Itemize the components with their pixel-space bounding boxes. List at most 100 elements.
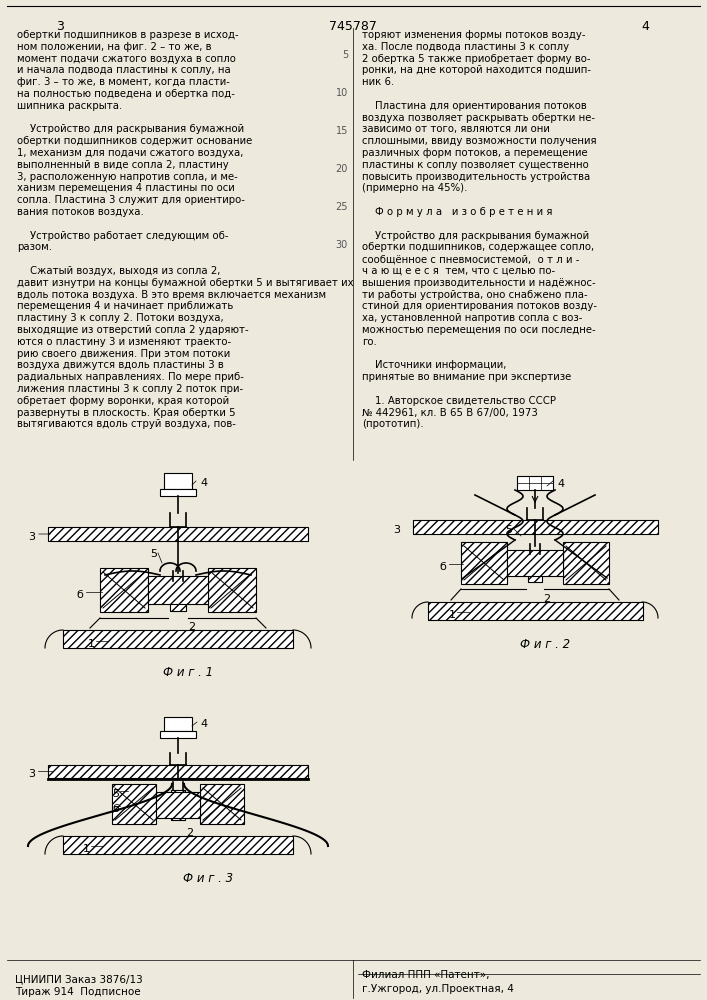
Text: Ф и г . 1: Ф и г . 1 — [163, 666, 213, 679]
Text: 1: 1 — [88, 639, 95, 649]
Bar — [63, 630, 293, 648]
Text: ном положении, на фиг. 2 – то же, в: ном положении, на фиг. 2 – то же, в — [17, 42, 211, 52]
Text: Ф и г . 3: Ф и г . 3 — [183, 872, 233, 885]
Text: вдоль потока воздуха. В это время включается механизм: вдоль потока воздуха. В это время включа… — [17, 290, 326, 300]
Text: 15: 15 — [336, 126, 348, 136]
Text: 1: 1 — [83, 844, 90, 854]
Text: 1. Авторское свидетельство СССР: 1. Авторское свидетельство СССР — [362, 396, 556, 406]
Text: ханизм перемещения 4 пластины по оси: ханизм перемещения 4 пластины по оси — [17, 183, 235, 193]
Text: 4: 4 — [557, 479, 564, 489]
Text: пластину 3 к соплу 2. Потоки воздуха,: пластину 3 к соплу 2. Потоки воздуха, — [17, 313, 223, 323]
Text: 5: 5 — [505, 525, 512, 535]
Text: 5: 5 — [112, 789, 119, 799]
Text: ти работы устройства, оно снабжено пла-: ти работы устройства, оно снабжено пла- — [362, 290, 588, 300]
Bar — [563, 542, 609, 584]
Bar — [63, 836, 293, 854]
Text: 2 обертка 5 также приобретает форму во-: 2 обертка 5 также приобретает форму во- — [362, 54, 590, 64]
Bar — [528, 554, 542, 582]
Text: (примерно на 45%).: (примерно на 45%). — [362, 183, 467, 193]
Text: ха, установленной напротив сопла с воз-: ха, установленной напротив сопла с воз- — [362, 313, 583, 323]
Text: обертки подшипников содержит основание: обертки подшипников содержит основание — [17, 136, 252, 146]
Text: Источники информации,: Источники информации, — [362, 360, 506, 370]
Text: 4: 4 — [200, 478, 207, 488]
Text: 5: 5 — [341, 50, 348, 60]
Bar — [171, 790, 185, 820]
Text: шипника раскрыта.: шипника раскрыта. — [17, 101, 122, 111]
Text: воздуха позволяет раскрывать обертки не-: воздуха позволяет раскрывать обертки не- — [362, 113, 595, 123]
Text: Пластина для ориентирования потоков: Пластина для ориентирования потоков — [362, 101, 587, 111]
Bar — [112, 784, 156, 824]
Text: б: б — [112, 804, 119, 814]
Text: 2: 2 — [543, 594, 550, 604]
Text: фиг. 3 – то же, в момент, когда пласти-: фиг. 3 – то же, в момент, когда пласти- — [17, 77, 230, 87]
Text: выполненный в виде сопла 2, пластину: выполненный в виде сопла 2, пластину — [17, 160, 229, 170]
Text: различных форм потоков, а перемещение: различных форм потоков, а перемещение — [362, 148, 588, 158]
Bar — [428, 602, 643, 620]
Bar — [164, 473, 192, 489]
Text: 25: 25 — [336, 202, 348, 212]
Text: б: б — [439, 562, 446, 572]
Bar — [48, 765, 308, 778]
Text: 10: 10 — [336, 88, 348, 98]
Text: Тираж 914  Подписное: Тираж 914 Подписное — [15, 987, 141, 997]
Text: 20: 20 — [336, 164, 348, 174]
Bar — [170, 581, 186, 611]
Text: момент подачи сжатого воздуха в сопло: момент подачи сжатого воздуха в сопло — [17, 54, 236, 64]
Text: вытягиваются вдоль струй воздуха, пов-: вытягиваются вдоль струй воздуха, пов- — [17, 419, 236, 429]
Text: Устройство для раскрывания бумажной: Устройство для раскрывания бумажной — [362, 231, 589, 241]
Text: обретает форму воронки, края которой: обретает форму воронки, края которой — [17, 396, 229, 406]
Text: рию своего движения. При этом потоки: рию своего движения. При этом потоки — [17, 349, 230, 359]
Bar — [100, 568, 148, 612]
Text: 4: 4 — [641, 20, 649, 33]
Text: обертки подшипников в разрезе в исход-: обертки подшипников в разрезе в исход- — [17, 30, 239, 40]
Text: радиальных направлениях. По мере приб-: радиальных направлениях. По мере приб- — [17, 372, 244, 382]
Text: ронки, на дне которой находится подшип-: ронки, на дне которой находится подшип- — [362, 65, 591, 75]
Text: (прототип).: (прототип). — [362, 419, 423, 429]
Text: вышения производительности и надёжнос-: вышения производительности и надёжнос- — [362, 278, 595, 288]
Text: 3: 3 — [28, 769, 35, 779]
Bar — [461, 542, 507, 584]
Bar — [517, 476, 553, 490]
Text: зависимо от того, являются ли они: зависимо от того, являются ли они — [362, 124, 550, 134]
Bar — [48, 527, 308, 541]
Text: 1: 1 — [449, 610, 456, 620]
Text: выходящие из отверстий сопла 2 ударяют-: выходящие из отверстий сопла 2 ударяют- — [17, 325, 249, 335]
Text: 745787: 745787 — [329, 20, 377, 33]
Text: повысить производительность устройства: повысить производительность устройства — [362, 172, 590, 182]
Text: разом.: разом. — [17, 242, 52, 252]
Text: развернуты в плоскость. Края обертки 5: развернуты в плоскость. Края обертки 5 — [17, 408, 235, 418]
Text: 5: 5 — [150, 549, 157, 559]
Text: № 442961, кл. В 65 В 67/00, 1973: № 442961, кл. В 65 В 67/00, 1973 — [362, 408, 538, 418]
Bar — [208, 568, 256, 612]
Text: 3: 3 — [393, 525, 400, 535]
Text: вания потоков воздуха.: вания потоков воздуха. — [17, 207, 144, 217]
Text: ются о пластину 3 и изменяют траекто-: ются о пластину 3 и изменяют траекто- — [17, 337, 231, 347]
Text: Ф о р м у л а   и з о б р е т е н и я: Ф о р м у л а и з о б р е т е н и я — [362, 207, 552, 217]
Bar — [164, 717, 192, 731]
Text: 2: 2 — [188, 622, 195, 632]
Text: ЦНИИПИ Заказ 3876/13: ЦНИИПИ Заказ 3876/13 — [15, 974, 143, 984]
Text: 1, механизм для подачи сжатого воздуха,: 1, механизм для подачи сжатого воздуха, — [17, 148, 243, 158]
Bar — [156, 792, 200, 818]
Bar — [200, 784, 244, 824]
Text: давит изнутри на концы бумажной обертки 5 и вытягивает их: давит изнутри на концы бумажной обертки … — [17, 278, 354, 288]
Text: ха. После подвода пластины 3 к соплу: ха. После подвода пластины 3 к соплу — [362, 42, 569, 52]
Bar — [413, 520, 658, 534]
Text: принятые во внимание при экспертизе: принятые во внимание при экспертизе — [362, 372, 571, 382]
Text: лижения пластины 3 к соплу 2 поток при-: лижения пластины 3 к соплу 2 поток при- — [17, 384, 243, 394]
Text: 3: 3 — [56, 20, 64, 33]
Text: ник 6.: ник 6. — [362, 77, 395, 87]
Text: обертки подшипников, содержащее сопло,: обертки подшипников, содержащее сопло, — [362, 242, 594, 252]
Bar — [160, 489, 196, 496]
Text: стиной для ориентирования потоков возду-: стиной для ориентирования потоков возду- — [362, 301, 597, 311]
Text: б: б — [76, 590, 83, 600]
Text: воздуха движутся вдоль пластины 3 в: воздуха движутся вдоль пластины 3 в — [17, 360, 223, 370]
Text: на полностью подведена и обертка под-: на полностью подведена и обертка под- — [17, 89, 235, 99]
Text: сообщённое с пневмосистемой,  о т л и -: сообщённое с пневмосистемой, о т л и - — [362, 254, 579, 264]
Text: Ф и г . 2: Ф и г . 2 — [520, 638, 570, 651]
Text: и начала подвода пластины к соплу, на: и начала подвода пластины к соплу, на — [17, 65, 230, 75]
Text: Устройство для раскрывания бумажной: Устройство для раскрывания бумажной — [17, 124, 244, 134]
Text: перемещения 4 и начинает приближать: перемещения 4 и начинает приближать — [17, 301, 233, 311]
Text: 3, расположенную напротив сопла, и ме-: 3, расположенную напротив сопла, и ме- — [17, 172, 238, 182]
Text: 30: 30 — [336, 240, 348, 250]
